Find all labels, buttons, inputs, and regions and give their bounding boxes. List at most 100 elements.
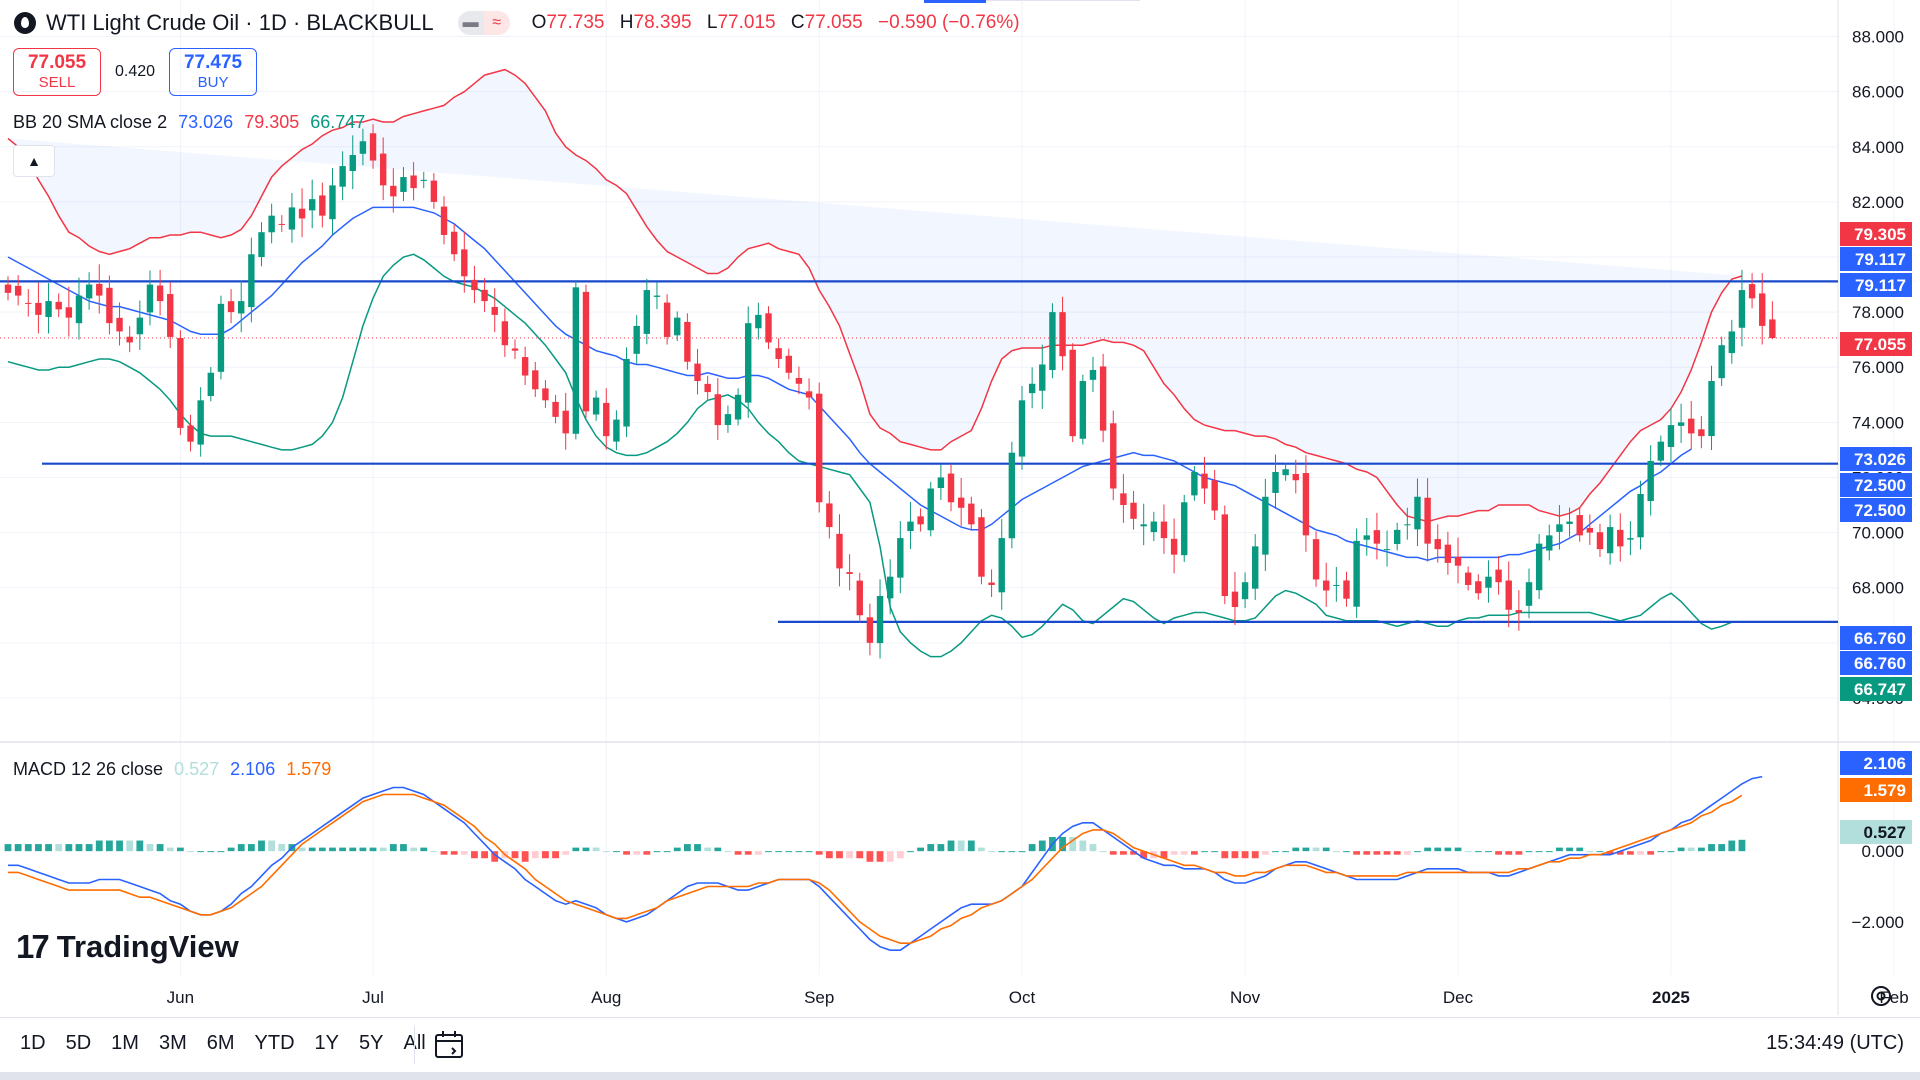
candle-body — [1333, 584, 1340, 586]
candle-body — [1191, 471, 1198, 496]
minus-icon[interactable]: ▬ — [457, 11, 484, 35]
candle-body — [96, 283, 103, 296]
macd-histogram-bar — [1089, 844, 1097, 852]
utc-clock[interactable]: 15:34:49 (UTC) — [1766, 1032, 1904, 1054]
time-tick-label: Sep — [804, 988, 834, 1007]
macd-badge-label: 1.579 — [1863, 781, 1906, 800]
candle-body — [1120, 493, 1127, 506]
bollinger-fill — [8, 69, 1742, 522]
price-badge-label: 66.760 — [1854, 629, 1906, 648]
candle-body — [197, 400, 204, 445]
calendar-icon[interactable] — [432, 1028, 466, 1062]
candle-body — [1241, 582, 1249, 600]
wave-icon[interactable]: ≈ — [483, 11, 510, 35]
range-6m[interactable]: 6M — [206, 1032, 235, 1054]
candle-body — [1546, 535, 1553, 551]
candle-body — [1170, 538, 1178, 555]
macd-histogram-bar — [55, 844, 63, 852]
macd-histogram-bar — [542, 851, 549, 859]
macd-histogram-bar — [623, 851, 630, 855]
candle-body — [35, 302, 42, 315]
price-badge-label: 77.055 — [1854, 335, 1906, 354]
buy-button[interactable]: 77.475 BUY — [169, 48, 258, 96]
macd-histogram-bar — [1525, 851, 1533, 853]
settings-gear-icon[interactable] — [1868, 983, 1894, 1009]
market-status-pill[interactable]: ▬ ≈ — [457, 11, 510, 35]
macd-histogram-bar — [75, 844, 83, 852]
collapse-legend-button[interactable]: ▲ — [13, 145, 55, 177]
macd-line-value: 2.106 — [230, 759, 276, 779]
macd-histogram-bar — [1515, 851, 1523, 855]
candle-body — [1130, 502, 1137, 519]
price-badge-label: 72.500 — [1854, 501, 1906, 520]
range-1y[interactable]: 1Y — [314, 1032, 340, 1054]
macd-histogram-bar — [978, 847, 985, 852]
symbol-title[interactable]: WTI Light Crude Oil · 1D · BLACKBULL — [46, 10, 434, 35]
candle-body — [633, 325, 640, 354]
sell-label: SELL — [38, 74, 76, 91]
range-1m[interactable]: 1M — [111, 1032, 139, 1054]
candle-body — [1657, 441, 1665, 461]
macd-histogram-bar — [1332, 851, 1340, 853]
macd-histogram-bar — [1312, 847, 1320, 852]
candle-body — [1596, 532, 1604, 550]
candle-body — [177, 338, 184, 428]
candle-body — [1515, 610, 1523, 613]
range-selector: 1D 5D 1M 3M 6M YTD 1Y 5Y All — [10, 1032, 436, 1055]
candle-body — [1667, 425, 1675, 447]
tradingview-logo[interactable]: 17 TradingView — [16, 928, 239, 966]
price-badge — [1840, 651, 1912, 675]
candle-body — [349, 155, 356, 172]
candle-body — [785, 355, 792, 373]
candle-body — [1738, 290, 1746, 328]
candle-body — [907, 521, 914, 532]
candle-body — [917, 516, 924, 525]
macd-histogram-bar — [714, 847, 722, 852]
bb-upper-value: 79.305 — [244, 112, 300, 132]
candle-body — [1363, 535, 1370, 540]
bb-band-fill — [8, 69, 1742, 522]
range-ytd[interactable]: YTD — [254, 1032, 295, 1054]
macd-histogram-bar — [389, 844, 397, 852]
macd-legend[interactable]: MACD 12 26 close 0.527 2.106 1.579 — [13, 759, 331, 780]
candle-body — [400, 177, 407, 192]
macd-histogram-bar — [1485, 851, 1492, 853]
range-3m[interactable]: 3M — [158, 1032, 187, 1054]
macd-histogram-bar — [967, 840, 975, 852]
sell-button[interactable]: 77.055 SELL — [13, 48, 101, 96]
candle-body — [1282, 469, 1289, 476]
candle-body — [816, 393, 823, 503]
candle-body — [511, 348, 519, 351]
macd-histogram-bar — [1586, 851, 1594, 853]
time-tick-label: Dec — [1443, 988, 1474, 1007]
price-badge — [1840, 677, 1912, 701]
price-badge-label: 73.026 — [1854, 450, 1906, 469]
macd-histogram-bar — [1008, 851, 1016, 853]
range-1d[interactable]: 1D — [20, 1032, 46, 1054]
candle-body — [1262, 496, 1269, 555]
candle-body — [1312, 539, 1320, 580]
trade-panel: 77.055 SELL 0.420 77.475 BUY — [13, 48, 258, 96]
candle-body — [1343, 580, 1350, 599]
macd-histogram-bar — [836, 851, 843, 859]
candle-body — [968, 503, 975, 525]
candle-body — [724, 414, 732, 425]
macd-badge — [1840, 778, 1912, 802]
macd-histogram-bar — [1535, 851, 1543, 853]
macd-histogram-bar — [521, 851, 529, 862]
macd-histogram-bar — [268, 840, 276, 852]
price-badge — [1840, 447, 1912, 471]
close-value: 77.055 — [804, 12, 863, 33]
candle-body — [1099, 366, 1107, 431]
range-5d[interactable]: 5D — [65, 1032, 92, 1054]
chart-canvas[interactable]: 64.00066.00068.00070.00072.00074.00076.0… — [0, 0, 1920, 1015]
candle-body — [1302, 473, 1310, 536]
logo-text: TradingView — [56, 929, 239, 964]
candle-body — [136, 317, 144, 335]
macd-histogram-bar — [379, 847, 387, 852]
sell-price: 77.055 — [27, 52, 87, 73]
candle-body — [582, 291, 590, 412]
range-5y[interactable]: 5Y — [359, 1032, 384, 1054]
candle-body — [1475, 581, 1482, 594]
bb-legend[interactable]: BB 20 SMA close 2 73.026 79.305 66.747 — [13, 112, 365, 133]
